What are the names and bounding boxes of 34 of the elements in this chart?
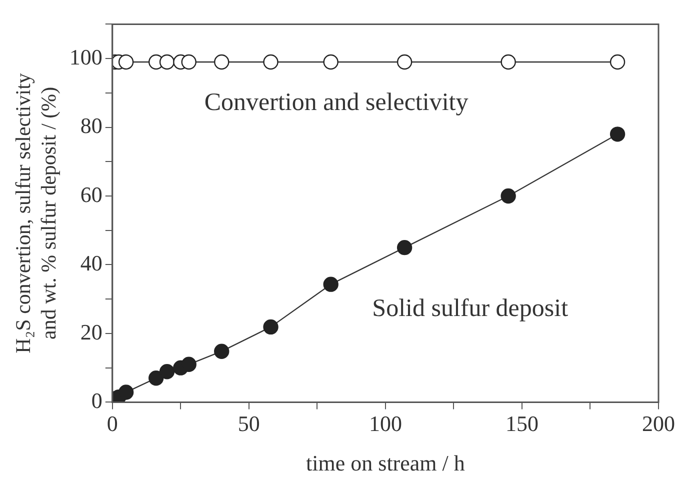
point xyxy=(263,319,278,335)
y-tick-label: 100 xyxy=(69,44,102,70)
y-axis-title: H₂S convertion, sulfur selectivity and wt. % sulfur deposit / (%) xyxy=(11,72,60,354)
x-tick-label: 50 xyxy=(238,411,260,436)
point xyxy=(610,126,626,142)
point xyxy=(263,54,278,70)
x-tick-label: 100 xyxy=(368,411,402,436)
point xyxy=(500,54,516,70)
point xyxy=(148,370,164,386)
y-tick-label: 40 xyxy=(80,250,102,276)
point xyxy=(610,54,626,70)
point xyxy=(118,384,134,400)
point xyxy=(500,188,516,204)
y-tick-label: 60 xyxy=(80,182,102,207)
point xyxy=(181,54,196,70)
annotation: Solid sulfur deposit xyxy=(372,295,568,322)
x-tick-label: 150 xyxy=(505,411,538,436)
point xyxy=(214,54,230,70)
point xyxy=(181,356,196,372)
point xyxy=(323,54,338,70)
point xyxy=(214,344,230,359)
annotation: Convertion and selectivity xyxy=(204,89,469,116)
y-tick-label: 0 xyxy=(91,388,102,413)
point xyxy=(396,240,412,256)
point xyxy=(323,276,338,292)
y-tick-label: 20 xyxy=(80,319,102,344)
point xyxy=(159,54,175,70)
x-axis-title: time on stream / h xyxy=(306,450,465,476)
point xyxy=(118,54,134,70)
x-tick-label: 200 xyxy=(642,411,675,436)
x-tick-label: 0 xyxy=(106,411,118,436)
point xyxy=(159,364,175,380)
point xyxy=(396,54,412,70)
y-tick-label: 80 xyxy=(80,113,102,138)
